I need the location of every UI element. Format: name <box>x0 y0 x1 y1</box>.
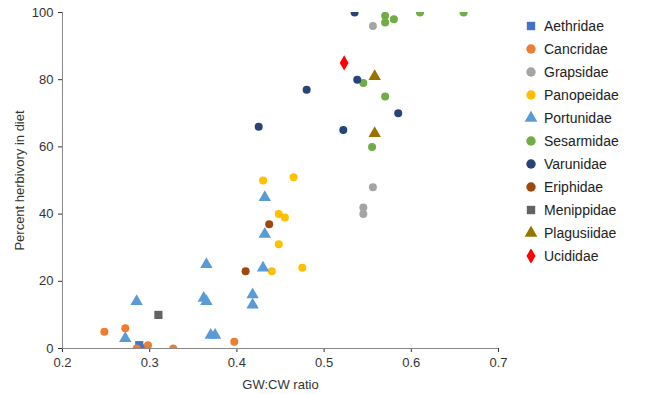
svg-text:100: 100 <box>32 5 54 20</box>
svg-text:0: 0 <box>46 341 53 356</box>
svg-text:0.5: 0.5 <box>315 355 333 370</box>
html-text:Menippidae: Menippidae <box>544 201 617 218</box>
svg-text:0.4: 0.4 <box>228 355 246 370</box>
html-text:Portunidae: Portunidae <box>544 109 612 126</box>
html-text:Eriphidae: Eriphidae <box>544 178 604 195</box>
svg-text:0.3: 0.3 <box>141 355 159 370</box>
svg-text:0.7: 0.7 <box>489 355 507 370</box>
svg-text:20: 20 <box>39 273 53 288</box>
html-text:Aethridae: Aethridae <box>544 17 604 34</box>
html-text:Plagusiidae: Plagusiidae <box>544 224 617 241</box>
html-text:Sesarmidae: Sesarmidae <box>544 132 619 149</box>
html-text:Ucididae: Ucididae <box>544 247 599 264</box>
html-text:Panopeidae: Panopeidae <box>544 86 619 103</box>
svg-text:60: 60 <box>39 139 53 154</box>
svg-text:0.6: 0.6 <box>402 355 420 370</box>
svg-text:0.2: 0.2 <box>53 355 71 370</box>
html-text:Grapsidae: Grapsidae <box>544 63 609 80</box>
svg-text:GW:CW ratio: GW:CW ratio <box>242 377 318 392</box>
html-text:Cancridae: Cancridae <box>544 40 608 57</box>
svg-text:40: 40 <box>39 206 53 221</box>
svg-text:Percent herbivory in diet: Percent herbivory in diet <box>12 110 27 251</box>
html-text:Varunidae: Varunidae <box>544 155 607 172</box>
svg-text:80: 80 <box>39 72 53 87</box>
